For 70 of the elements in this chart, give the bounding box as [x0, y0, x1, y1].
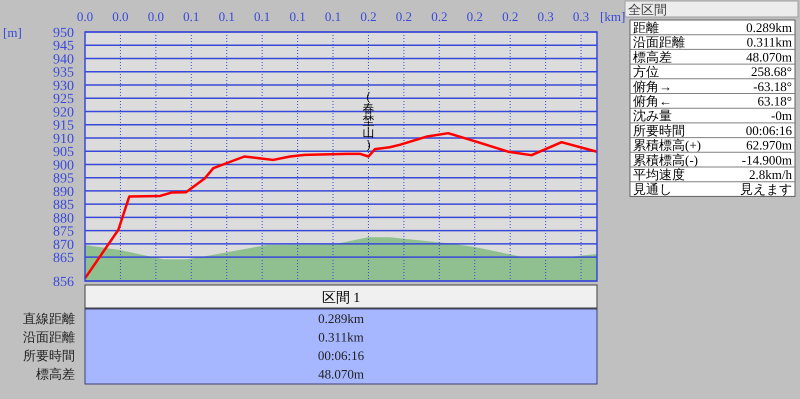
text: -63.18° — [753, 78, 792, 94]
text: 標高差 — [633, 49, 672, 64]
x-tick-label: 0.0 — [148, 9, 164, 24]
text: -14.900m — [742, 152, 792, 168]
text: 00:06:16 — [746, 122, 792, 138]
y-tick-label: 880 — [53, 211, 74, 226]
text: 沈み量 — [633, 108, 672, 124]
x-tick-label: 0.1 — [254, 9, 270, 24]
x-tick-label: 0.3 — [572, 9, 590, 24]
y-tick-label: 900 — [53, 158, 74, 174]
x-tick-label: 0.1 — [324, 9, 342, 24]
text: 0.289km — [746, 20, 792, 35]
x-tick-label: 0.1 — [218, 9, 235, 24]
text: 00:06:16 — [318, 348, 365, 363]
text: 俯角→ — [633, 78, 672, 94]
text: 沿面距離 — [633, 34, 685, 50]
y-tick-label: 875 — [53, 224, 74, 240]
y-tick-label: 895 — [53, 172, 74, 187]
text: 62.970m — [746, 138, 792, 153]
y-tick-label: 905 — [53, 145, 74, 160]
text: 全区間 — [628, 2, 667, 17]
text: 区間 1 — [322, 291, 360, 306]
text: 見えます — [740, 182, 792, 197]
y-tick-label: 885 — [53, 198, 74, 214]
text: 所要時間 — [633, 122, 685, 138]
x-tick-label: 0.2 — [360, 9, 377, 24]
y-axis-title: [m] — [3, 25, 22, 40]
x-tick-label: 0.2 — [466, 9, 483, 24]
x-tick-label: 0.0 — [112, 9, 129, 24]
y-tick-label: 856 — [53, 275, 74, 290]
y-tick-label: 915 — [53, 118, 74, 134]
x-tick-label: 0.2 — [502, 9, 518, 24]
text: 標高差 — [36, 366, 75, 382]
text: 2.8km/h — [749, 167, 792, 182]
x-tick-label: 0.1 — [183, 9, 200, 24]
y-tick-label: 890 — [53, 184, 74, 200]
text: 所要時間 — [23, 348, 75, 363]
x-tick-label: 0.2 — [431, 9, 448, 24]
y-tick-label: 865 — [53, 251, 74, 266]
y-tick-label: 920 — [53, 105, 74, 120]
text: 累積標高(-) — [633, 152, 698, 168]
y-tick-label: 930 — [53, 78, 74, 94]
text: 累積標高(+) — [633, 138, 701, 153]
text: 方位 — [633, 64, 659, 80]
y-tick-label: 935 — [53, 66, 74, 81]
y-tick-label: 945 — [53, 39, 74, 54]
text: -0m — [771, 108, 792, 124]
text: 48.070m — [318, 366, 364, 382]
y-tick-label: 870 — [53, 238, 74, 253]
x-tick-label: 0.2 — [396, 9, 412, 24]
text: 0.289km — [318, 311, 364, 326]
y-tick-label: 925 — [53, 92, 74, 108]
y-tick-label: 940 — [53, 52, 74, 68]
text: 距離 — [633, 20, 659, 35]
text: 63.18° — [758, 94, 792, 108]
text: 直線距離 — [23, 311, 75, 326]
text: 258.68° — [751, 64, 792, 80]
text: 0.311km — [746, 34, 792, 50]
text: 平均速度 — [633, 167, 685, 182]
text: 見通し — [633, 182, 672, 197]
x-axis-title: [km] — [600, 9, 626, 24]
x-tick-label: 0.3 — [538, 9, 554, 24]
y-tick-label: 910 — [53, 132, 74, 147]
y-tick-label: 950 — [53, 26, 74, 41]
x-tick-label: 0.0 — [76, 9, 94, 24]
x-tick-label: 0.1 — [289, 9, 306, 24]
text: 沿面距離 — [23, 330, 75, 344]
text: 0.311km — [318, 330, 364, 344]
text: 48.070m — [746, 49, 792, 64]
text: 俯角← — [633, 94, 672, 108]
